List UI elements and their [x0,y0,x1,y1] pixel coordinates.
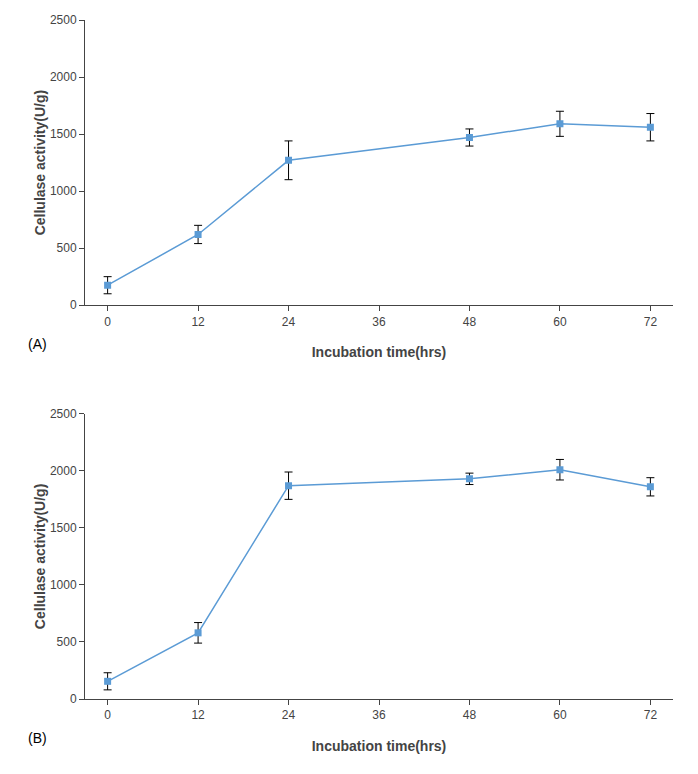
svg-text:0: 0 [104,315,111,329]
svg-text:Cellulase activity(U/g): Cellulase activity(U/g) [32,90,48,236]
svg-text:2500: 2500 [50,13,77,27]
svg-text:36: 36 [372,315,386,329]
svg-text:36: 36 [372,708,386,722]
svg-text:Incubation time(hrs): Incubation time(hrs) [312,738,447,754]
svg-text:500: 500 [57,241,77,255]
svg-text:0: 0 [104,708,111,722]
svg-text:72: 72 [644,315,658,329]
svg-text:Incubation time(hrs): Incubation time(hrs) [312,344,447,360]
svg-text:12: 12 [191,315,205,329]
svg-text:0: 0 [70,298,77,312]
svg-text:1000: 1000 [50,578,77,592]
svg-text:72: 72 [644,708,658,722]
svg-text:Cellulase activity(U/g): Cellulase activity(U/g) [32,484,48,630]
svg-text:48: 48 [463,315,477,329]
svg-text:500: 500 [57,635,77,649]
svg-text:60: 60 [553,315,567,329]
svg-text:48: 48 [463,708,477,722]
svg-text:24: 24 [282,315,296,329]
svg-text:(B): (B) [28,730,47,746]
svg-text:24: 24 [282,708,296,722]
svg-text:0: 0 [70,692,77,706]
svg-text:2000: 2000 [50,70,77,84]
svg-text:60: 60 [553,708,567,722]
svg-text:12: 12 [191,708,205,722]
svg-text:1000: 1000 [50,184,77,198]
svg-text:1500: 1500 [50,521,77,535]
svg-text:2000: 2000 [50,464,77,478]
svg-text:(A): (A) [28,336,47,352]
svg-text:2500: 2500 [50,407,77,421]
svg-text:1500: 1500 [50,127,77,141]
